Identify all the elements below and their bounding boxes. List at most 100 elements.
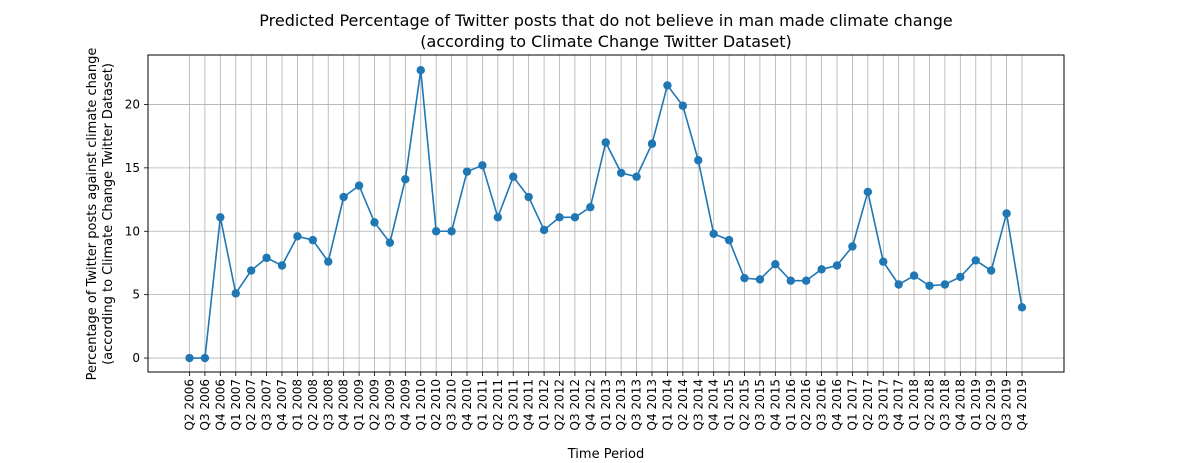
- x-tick-label: Q1 2019: [969, 379, 983, 430]
- data-point: [216, 213, 225, 222]
- x-tick-label: Q3 2012: [568, 379, 582, 430]
- data-point: [493, 213, 503, 222]
- data-point: [478, 161, 487, 170]
- x-tick-label: Q4 2010: [460, 379, 474, 430]
- x-tick-label: Q4 2018: [953, 379, 967, 430]
- data-point: [771, 260, 780, 269]
- data-point: [308, 235, 318, 245]
- data-point: [370, 218, 379, 227]
- data-point: [555, 213, 564, 222]
- x-tick-label: Q3 2016: [815, 379, 829, 430]
- x-tick-label: Q3 2009: [383, 379, 397, 430]
- data-point: [1002, 209, 1011, 218]
- x-tick-label: Q4 2012: [583, 379, 597, 430]
- x-tick-label: Q4 2019: [1015, 379, 1029, 430]
- x-tick-label: Q1 2007: [229, 379, 243, 430]
- y-tick-label: 10: [125, 224, 140, 238]
- data-point: [647, 139, 657, 148]
- x-tick-label: Q1 2013: [599, 379, 613, 430]
- x-tick-label: Q3 2007: [260, 379, 274, 430]
- x-tick-label: Q4 2009: [398, 379, 412, 430]
- data-point: [848, 242, 857, 251]
- y-tick-label: 20: [125, 97, 140, 111]
- data-point: [801, 276, 811, 285]
- data-point: [524, 192, 533, 202]
- x-tick-label: Q2 2008: [306, 379, 320, 430]
- x-tick-label: Q3 2010: [445, 379, 459, 430]
- x-tick-label: Q1 2012: [537, 379, 551, 430]
- data-point: [971, 256, 980, 265]
- x-tick-label: Q2 2013: [614, 379, 628, 430]
- x-tick-label: Q4 2011: [522, 379, 536, 430]
- x-tick-label: Q2 2014: [676, 379, 690, 430]
- data-point: [262, 253, 271, 263]
- x-tick-label: Q4 2015: [768, 379, 782, 430]
- data-point: [755, 275, 765, 284]
- x-tick-label: Q4 2008: [337, 379, 351, 430]
- x-tick-label: Q2 2019: [984, 379, 998, 430]
- y-tick-label: 0: [132, 351, 140, 365]
- x-tick-label: Q1 2008: [290, 379, 304, 430]
- x-tick-label: Q2 2011: [491, 379, 505, 430]
- x-tick-label: Q2 2015: [738, 379, 752, 430]
- data-point: [401, 175, 410, 184]
- x-tick-label: Q1 2018: [907, 379, 921, 430]
- x-tick-label: Q2 2010: [429, 379, 443, 430]
- data-point: [509, 172, 518, 181]
- y-tick-label: 5: [132, 288, 140, 302]
- data-point: [724, 235, 734, 245]
- data-point: [339, 192, 348, 202]
- x-tick-label: Q2 2018: [923, 379, 937, 430]
- data-point: [616, 168, 626, 178]
- x-tick-label: Q3 2018: [938, 379, 952, 430]
- data-point: [940, 280, 950, 289]
- grid: [148, 55, 1064, 372]
- data-point: [986, 266, 996, 275]
- data-point: [1017, 303, 1027, 312]
- plot-frame: [147, 54, 1065, 373]
- y-axis-label-2: (according to Climate Change Twitter Dat…: [101, 63, 116, 365]
- x-tick-label: Q3 2011: [506, 379, 520, 430]
- x-axis-ticks: Q2 2006 Q3 2006 Q4 2006 Q1 2007 Q2 2007 Q3 20…: [183, 372, 1029, 430]
- data-point: [185, 353, 194, 363]
- x-tick-label: Q3 2014: [691, 379, 705, 430]
- data-point: [632, 172, 641, 181]
- x-tick-label: Q1 2017: [845, 379, 859, 430]
- series: [185, 66, 1027, 363]
- x-tick-label: Q3 2017: [876, 379, 890, 430]
- data-point: [694, 156, 703, 165]
- data-point: [385, 238, 395, 247]
- x-tick-label: Q2 2016: [799, 379, 813, 430]
- x-tick-label: Q3 2006: [198, 379, 212, 430]
- data-point: [200, 353, 210, 363]
- x-tick-label: Q1 2014: [660, 379, 674, 430]
- x-tick-label: Q2 2007: [244, 379, 258, 430]
- data-point: [909, 271, 919, 280]
- data-point: [539, 225, 549, 235]
- data-point: [678, 101, 688, 110]
- y-axis-ticks: 0 5 10 15 20: [125, 97, 148, 365]
- x-tick-label: Q4 2007: [275, 379, 289, 430]
- data-point: [462, 167, 472, 176]
- x-tick-label: Q4 2017: [892, 379, 906, 430]
- data-point: [740, 273, 749, 283]
- x-tick-label: Q2 2006: [183, 379, 197, 430]
- x-tick-label: Q3 2015: [753, 379, 767, 430]
- data-point: [863, 187, 873, 197]
- x-tick-label: Q4 2006: [213, 379, 227, 430]
- data-point: [832, 261, 842, 270]
- x-tick-label: Q4 2016: [830, 379, 844, 430]
- y-tick-label: 15: [125, 161, 140, 175]
- x-tick-label: Q2 2009: [368, 379, 382, 430]
- x-tick-label: Q3 2008: [321, 379, 335, 430]
- x-tick-label: Q1 2011: [475, 379, 489, 430]
- data-point: [324, 257, 333, 266]
- data-point: [786, 276, 795, 285]
- x-tick-label: Q1 2016: [784, 379, 798, 430]
- data-point: [231, 289, 240, 298]
- x-tick-label: Q4 2014: [707, 379, 721, 430]
- y-axis-label: Percentage of Twitter posts against clim…: [85, 48, 100, 381]
- data-point: [570, 213, 580, 222]
- chart-title: Predicted Percentage of Twitter posts th…: [259, 11, 952, 30]
